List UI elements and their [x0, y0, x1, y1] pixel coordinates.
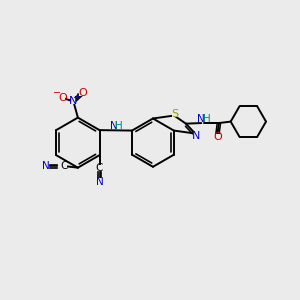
Text: C: C [60, 161, 68, 171]
Bar [111, 123, 121, 129]
Text: C: C [96, 163, 103, 173]
Text: O: O [58, 93, 67, 103]
Text: H: H [116, 121, 123, 131]
Text: S: S [171, 109, 178, 119]
Bar [214, 134, 221, 140]
Text: +: + [74, 92, 80, 100]
Bar [79, 90, 86, 96]
Text: −: − [53, 88, 61, 98]
Bar [97, 178, 103, 185]
Text: N: N [110, 121, 117, 131]
Bar [196, 116, 206, 122]
Text: N: N [191, 130, 200, 141]
Bar [172, 111, 178, 117]
Text: O: O [78, 88, 87, 98]
Text: O: O [213, 132, 222, 142]
Bar [43, 163, 49, 169]
Text: N: N [42, 161, 50, 171]
Bar [71, 98, 76, 104]
Bar [97, 165, 103, 171]
Bar [59, 95, 65, 101]
Text: N: N [96, 177, 104, 187]
Bar [193, 132, 199, 138]
Text: N: N [197, 114, 205, 124]
Text: H: H [203, 114, 211, 124]
Text: N: N [69, 96, 78, 106]
Bar [61, 163, 67, 169]
